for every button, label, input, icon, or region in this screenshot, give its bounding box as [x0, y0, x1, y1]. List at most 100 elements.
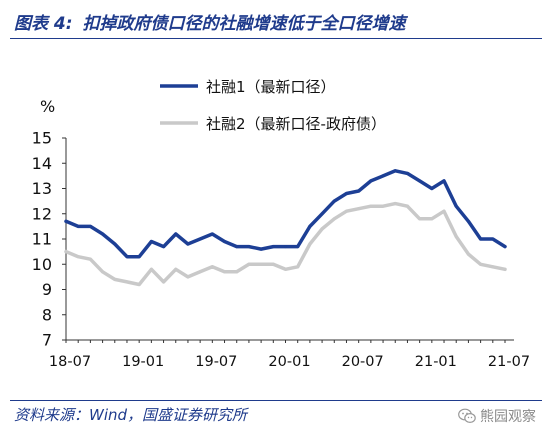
data-point — [393, 169, 397, 173]
data-point — [137, 282, 141, 286]
data-point — [174, 232, 178, 236]
x-tick-label: 20-01 — [268, 354, 310, 370]
data-point — [125, 255, 129, 259]
data-point — [430, 187, 434, 190]
data-point — [369, 204, 373, 208]
legend-label-1: 社融1（最新口径） — [206, 78, 336, 96]
data-point — [88, 224, 92, 228]
data-point — [308, 224, 312, 228]
data-point — [454, 204, 458, 208]
data-point — [247, 262, 251, 266]
data-point — [113, 242, 117, 246]
data-point — [247, 245, 251, 249]
x-tick-label: 21-07 — [488, 354, 530, 370]
data-point — [125, 280, 129, 284]
data-point — [393, 202, 397, 206]
y-tick-label: 12 — [32, 204, 52, 223]
data-point — [405, 204, 409, 208]
data-point — [479, 237, 483, 241]
data-point — [137, 255, 141, 259]
data-point — [210, 232, 214, 236]
chart-title: 扣掉政府债口径的社融增速低于全口径增速 — [82, 14, 406, 34]
data-point — [491, 237, 495, 241]
y-tick-label: 13 — [32, 179, 52, 198]
data-point — [64, 219, 68, 223]
data-point — [198, 270, 202, 274]
data-point — [430, 217, 434, 221]
data-point — [479, 262, 483, 266]
chart-title-row: 图表 4: 扣掉政府债口径的社融增速低于全口径增速 — [14, 9, 406, 34]
data-point — [101, 232, 105, 236]
data-point — [259, 262, 263, 266]
data-point — [454, 234, 458, 238]
figure-label: 图表 4: — [14, 14, 73, 34]
data-point — [186, 275, 190, 279]
legend: 社融1（最新口径） 社融2（最新口径-政府债） — [160, 78, 386, 133]
data-point — [332, 217, 336, 221]
y-tick-label: 8 — [42, 305, 52, 324]
x-tick-label: 19-07 — [195, 354, 237, 370]
y-tick-label: 10 — [32, 255, 52, 274]
data-point — [296, 245, 300, 249]
data-point — [284, 267, 287, 271]
data-point — [76, 255, 80, 259]
source-note: 资料来源：Wind，国盛证券研究所 — [14, 406, 248, 424]
data-point — [308, 242, 312, 246]
wechat-icon — [458, 408, 476, 424]
data-point — [369, 179, 373, 183]
watermark-text: 熊园观察 — [480, 409, 536, 425]
data-point — [418, 217, 422, 221]
watermark: 熊园观察 — [458, 406, 536, 426]
data-point — [320, 227, 324, 231]
data-point — [503, 245, 507, 249]
series-group — [64, 169, 507, 287]
y-tick-label: 14 — [32, 154, 52, 173]
data-point — [466, 252, 470, 256]
data-point — [320, 212, 324, 216]
data-point — [442, 209, 446, 213]
y-tick-group: 15 14 13 12 11 10 9 8 7 — [32, 129, 66, 350]
y-tick-label: 11 — [32, 230, 52, 249]
data-point — [296, 265, 300, 269]
x-tick-label: 21-01 — [415, 354, 457, 370]
data-point — [223, 270, 227, 274]
data-point — [259, 247, 263, 251]
data-point — [64, 250, 68, 254]
data-point — [88, 257, 92, 261]
data-point — [149, 267, 153, 271]
data-point — [503, 267, 507, 271]
series-1 — [64, 169, 507, 259]
data-point — [223, 240, 227, 244]
data-point — [162, 280, 166, 284]
data-point — [381, 204, 385, 208]
data-point — [344, 209, 348, 213]
x-tick-label: 18-07 — [49, 354, 91, 370]
data-point — [186, 242, 190, 246]
data-point — [113, 277, 117, 281]
y-tick-label: 15 — [32, 129, 52, 148]
data-point — [405, 171, 409, 175]
data-point — [357, 189, 361, 193]
data-point — [198, 237, 202, 241]
data-point — [491, 265, 495, 269]
y-tick-label: 9 — [42, 280, 52, 299]
data-point — [235, 245, 239, 249]
data-point — [210, 265, 214, 269]
data-point — [466, 219, 470, 223]
data-point — [162, 245, 166, 249]
data-point — [418, 179, 422, 183]
series-2 — [64, 201, 507, 287]
y-tick-label: 7 — [42, 331, 52, 350]
y-axis-label: % — [40, 97, 55, 116]
data-point — [284, 245, 287, 249]
data-point — [174, 267, 178, 271]
data-point — [442, 179, 446, 183]
data-point — [271, 262, 275, 266]
data-point — [381, 174, 385, 178]
title-divider — [10, 38, 542, 39]
data-point — [235, 270, 239, 274]
data-point — [357, 207, 361, 211]
x-tick-label: 20-07 — [342, 354, 384, 370]
series-line-2 — [64, 201, 507, 287]
data-point — [271, 245, 275, 249]
